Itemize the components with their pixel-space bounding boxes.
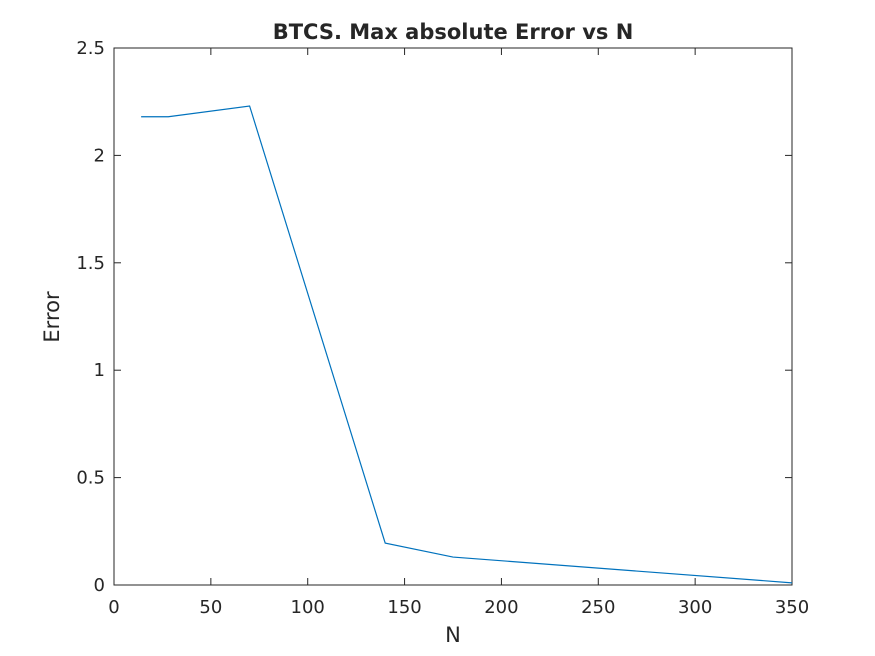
x-tick-label: 200 <box>484 597 518 618</box>
x-tick-label: 50 <box>199 597 222 618</box>
y-tick-label: 0 <box>94 575 105 596</box>
x-tick-label: 250 <box>581 597 615 618</box>
x-axis-label: N <box>445 623 461 647</box>
series-line <box>141 105 793 584</box>
x-tick-label: 350 <box>775 597 809 618</box>
y-tick-label: 1 <box>94 360 105 381</box>
y-tick-label: 2.5 <box>76 38 105 59</box>
x-tick-label: 150 <box>387 597 421 618</box>
x-tick-label: 0 <box>108 597 119 618</box>
y-axis-label: Error <box>40 291 64 343</box>
y-tick-label: 1.5 <box>76 253 105 274</box>
plot-area: 0 50 100 150 200 250 300 350 0 0.5 1 1.5 2 2.5 <box>76 38 809 618</box>
x-tick-label: 300 <box>678 597 712 618</box>
chart-title: BTCS. Max absolute Error vs N <box>273 20 634 44</box>
axes-box <box>113 47 793 586</box>
y-tick-label: 2 <box>94 145 105 166</box>
x-tick-label: 100 <box>291 597 325 618</box>
y-tick-label: 0.5 <box>76 468 105 489</box>
